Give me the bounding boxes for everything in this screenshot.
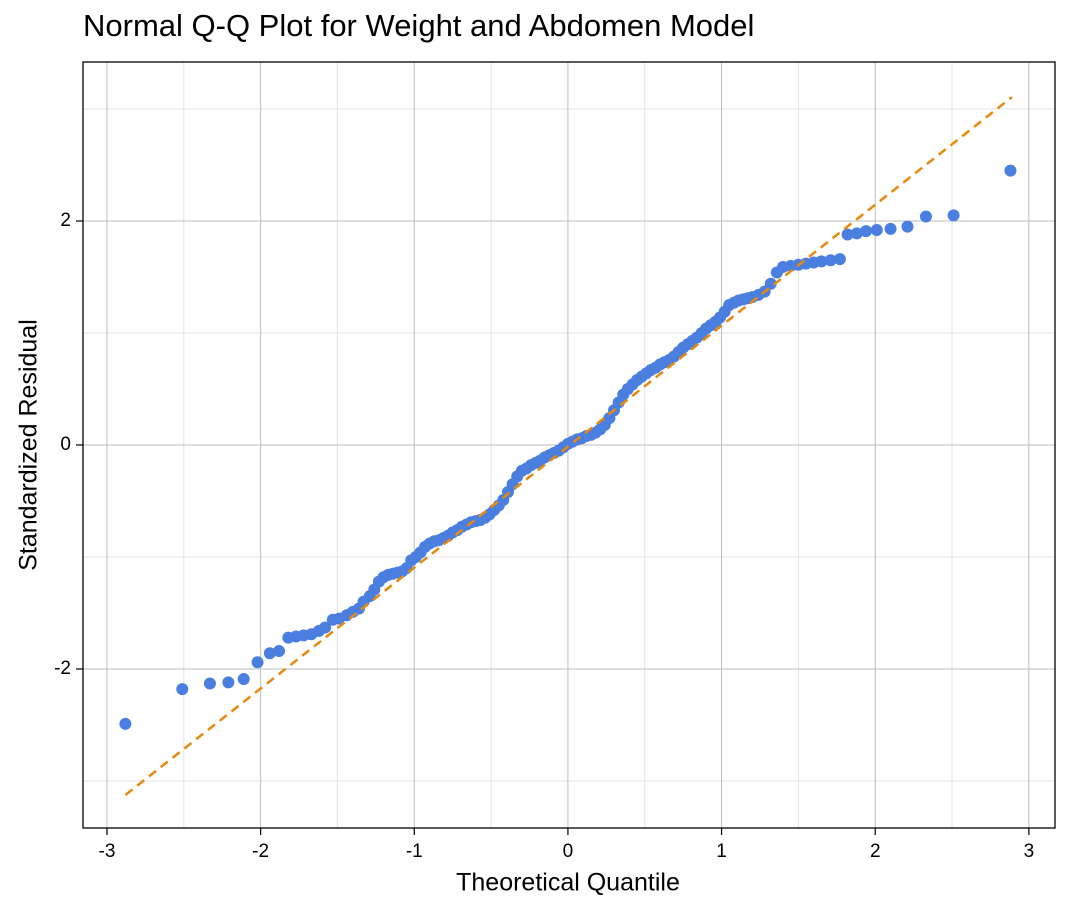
- point: [263, 647, 276, 660]
- point: [947, 209, 960, 222]
- point: [870, 223, 883, 236]
- point: [901, 220, 914, 233]
- x-tick-label: 0: [563, 841, 574, 862]
- point: [251, 656, 264, 669]
- y-axis-label: Standardized Residual: [15, 319, 43, 571]
- point: [833, 253, 846, 266]
- point: [203, 677, 216, 690]
- y-tick-label: -2: [54, 658, 71, 679]
- x-tick-label: 3: [1024, 841, 1035, 862]
- point: [841, 228, 854, 241]
- point: [824, 254, 837, 267]
- y-tick-label: 2: [60, 210, 71, 231]
- x-tick-label: 1: [716, 841, 727, 862]
- point: [119, 717, 132, 730]
- point: [815, 255, 828, 268]
- reference-line: [124, 96, 1013, 796]
- point: [764, 277, 777, 290]
- point: [884, 222, 897, 235]
- y-tick-label: 0: [60, 434, 71, 455]
- x-axis-label: Theoretical Quantile: [456, 869, 680, 897]
- point: [1004, 164, 1017, 177]
- x-tick-label: -1: [406, 841, 423, 862]
- point: [176, 683, 189, 696]
- x-tick-label: -2: [252, 841, 269, 862]
- point: [860, 225, 873, 238]
- point: [222, 676, 235, 689]
- point: [319, 621, 332, 634]
- x-tick-label: 2: [870, 841, 881, 862]
- chart-title: Normal Q-Q Plot for Weight and Abdomen M…: [83, 8, 754, 43]
- point: [273, 645, 286, 658]
- point: [850, 227, 863, 240]
- plot-border: [82, 61, 1056, 829]
- x-tick-label: -3: [99, 841, 116, 862]
- point: [919, 210, 932, 223]
- point: [237, 673, 250, 686]
